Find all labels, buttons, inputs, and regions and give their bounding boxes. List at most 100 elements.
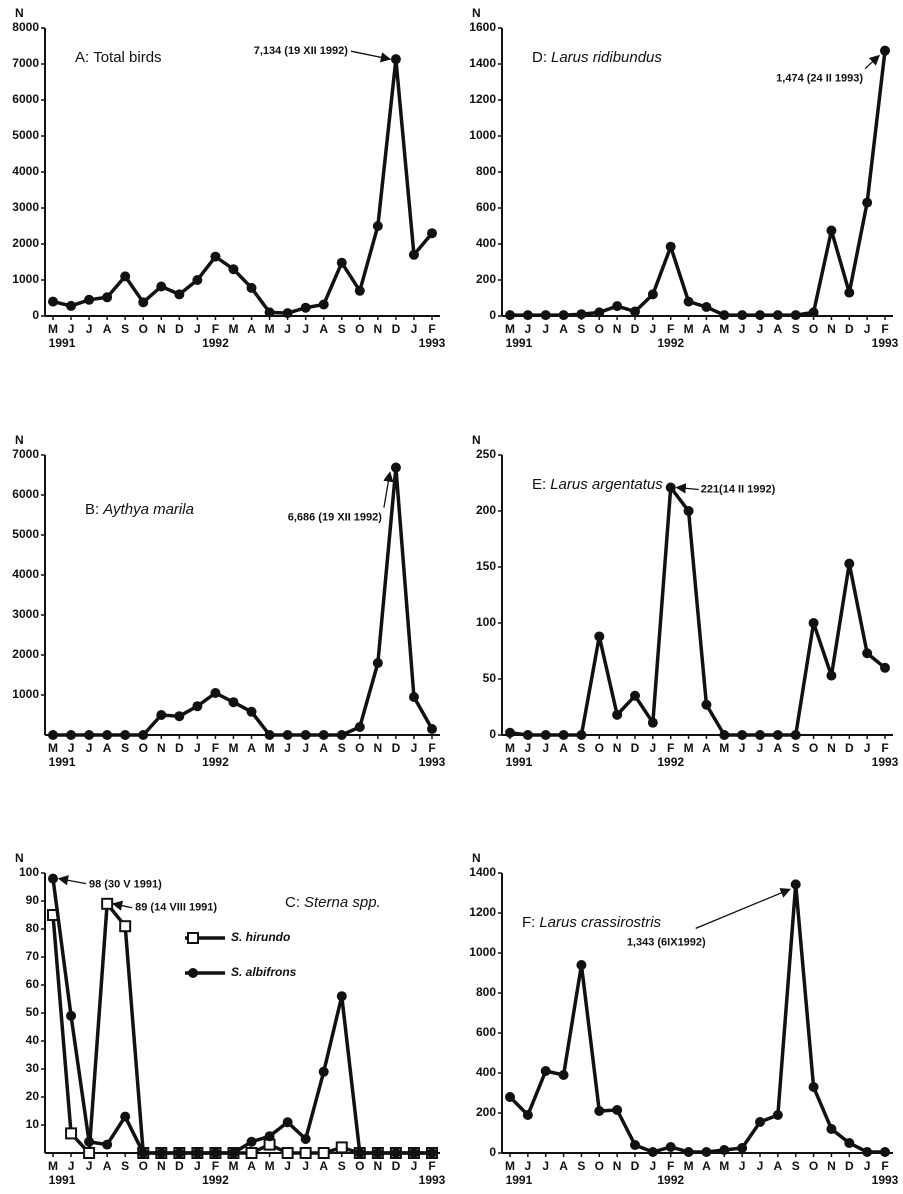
x-tick-label: M bbox=[265, 322, 275, 336]
annotation-arrow bbox=[383, 471, 394, 508]
data-point bbox=[138, 1148, 149, 1158]
x-tick-label: S bbox=[121, 322, 129, 336]
year-label: 1992 bbox=[657, 1173, 684, 1187]
x-tick-label: O bbox=[595, 1159, 604, 1173]
x-tick-label: O bbox=[809, 1159, 818, 1173]
chart-title: E: Larus argentatus bbox=[532, 476, 663, 493]
x-tick-label: M bbox=[719, 322, 729, 336]
year-label: 1992 bbox=[657, 336, 684, 350]
data-point bbox=[102, 292, 113, 303]
x-tick-label: J bbox=[757, 741, 764, 755]
data-point bbox=[317, 1147, 330, 1159]
y-tick-label: 6000 bbox=[12, 92, 39, 106]
x-tick-label: M bbox=[48, 741, 58, 755]
x-tick-label: N bbox=[827, 322, 836, 336]
data-point bbox=[84, 1136, 95, 1147]
x-tick-label: J bbox=[68, 741, 75, 755]
x-tick-label: S bbox=[577, 1159, 585, 1173]
data-point bbox=[228, 697, 239, 708]
y-tick-label: 90 bbox=[26, 893, 40, 907]
y-tick-label: 600 bbox=[476, 1025, 496, 1039]
title-text: Larus ridibundus bbox=[551, 49, 662, 66]
x-tick-label: D bbox=[631, 741, 640, 755]
x-tick-label: F bbox=[667, 741, 674, 755]
year-label: 1991 bbox=[506, 1173, 533, 1187]
x-tick-label: J bbox=[739, 741, 746, 755]
x-tick-label: J bbox=[650, 1159, 657, 1173]
title-text: Aythya marila bbox=[102, 501, 194, 518]
x-tick-label: A bbox=[319, 1159, 328, 1173]
data-point bbox=[83, 1147, 96, 1159]
y-tick-label: 60 bbox=[26, 977, 40, 991]
x-tick-label: M bbox=[505, 322, 515, 336]
x-tick-label: J bbox=[542, 1159, 549, 1173]
x-tick-label: A bbox=[559, 322, 568, 336]
data-point bbox=[427, 228, 437, 239]
data-point bbox=[282, 308, 293, 319]
data-point bbox=[505, 727, 515, 738]
chart-title: D: Larus ridibundus bbox=[532, 49, 662, 66]
data-point bbox=[228, 264, 239, 275]
x-tick-label: M bbox=[48, 322, 58, 336]
annotation-arrow bbox=[57, 875, 87, 886]
data-point bbox=[354, 285, 365, 296]
x-tick-label: M bbox=[684, 1159, 694, 1173]
data-point bbox=[120, 271, 131, 282]
x-tick-label: J bbox=[864, 741, 871, 755]
series-line bbox=[510, 50, 887, 317]
x-tick-label: S bbox=[792, 741, 800, 755]
x-tick-label: S bbox=[121, 1159, 129, 1173]
x-tick-label: O bbox=[595, 322, 604, 336]
data-point bbox=[427, 1148, 437, 1158]
x-tick-label: F bbox=[428, 741, 435, 755]
data-point bbox=[84, 730, 95, 740]
y-axis-label: N bbox=[15, 433, 24, 447]
y-axis-label: N bbox=[15, 851, 24, 865]
x-tick-label: D bbox=[175, 322, 184, 336]
x-tick-label: A bbox=[559, 1159, 568, 1173]
year-label: 1993 bbox=[872, 1173, 899, 1187]
data-point bbox=[210, 251, 221, 262]
x-tick-label: J bbox=[864, 322, 871, 336]
x-tick-label: F bbox=[212, 1159, 219, 1173]
x-tick-label: M bbox=[228, 1159, 238, 1173]
data-point bbox=[264, 730, 275, 740]
x-tick-label: J bbox=[86, 741, 93, 755]
data-point bbox=[120, 730, 131, 740]
x-tick-label: J bbox=[525, 322, 532, 336]
legend-label: S. hirundo bbox=[231, 930, 290, 944]
x-tick-label: F bbox=[212, 322, 219, 336]
annotation-arrow bbox=[864, 54, 880, 70]
data-point bbox=[826, 670, 837, 681]
data-point bbox=[576, 309, 587, 320]
x-tick-label: J bbox=[757, 322, 764, 336]
x-tick-label: M bbox=[505, 741, 515, 755]
chart-title: B: Aythya marila bbox=[85, 501, 194, 518]
data-point bbox=[281, 1147, 294, 1159]
y-tick-label: 5000 bbox=[12, 527, 39, 541]
data-point bbox=[372, 1148, 383, 1158]
x-tick-label: A bbox=[702, 741, 711, 755]
data-point bbox=[665, 241, 676, 252]
y-tick-label: 1400 bbox=[469, 865, 496, 879]
data-point bbox=[192, 1148, 203, 1158]
data-point bbox=[808, 1082, 819, 1092]
x-tick-label: F bbox=[881, 1159, 888, 1173]
x-tick-label: J bbox=[86, 1159, 93, 1173]
series-line bbox=[509, 482, 887, 737]
y-tick-label: 2000 bbox=[12, 647, 39, 661]
annotation-arrow bbox=[695, 888, 791, 930]
data-point bbox=[336, 730, 347, 740]
x-tick-label: N bbox=[374, 322, 383, 336]
data-point bbox=[630, 690, 640, 701]
data-point bbox=[336, 257, 347, 268]
data-point bbox=[790, 310, 801, 321]
data-point bbox=[630, 1140, 640, 1150]
panel-label: D: bbox=[532, 49, 547, 66]
annotation: 6,686 (19 XII 1992) bbox=[288, 511, 383, 523]
data-point bbox=[264, 307, 275, 318]
x-tick-label: S bbox=[338, 322, 346, 336]
y-axis-label: N bbox=[472, 433, 481, 447]
data-point bbox=[318, 299, 329, 310]
data-point bbox=[540, 310, 551, 321]
